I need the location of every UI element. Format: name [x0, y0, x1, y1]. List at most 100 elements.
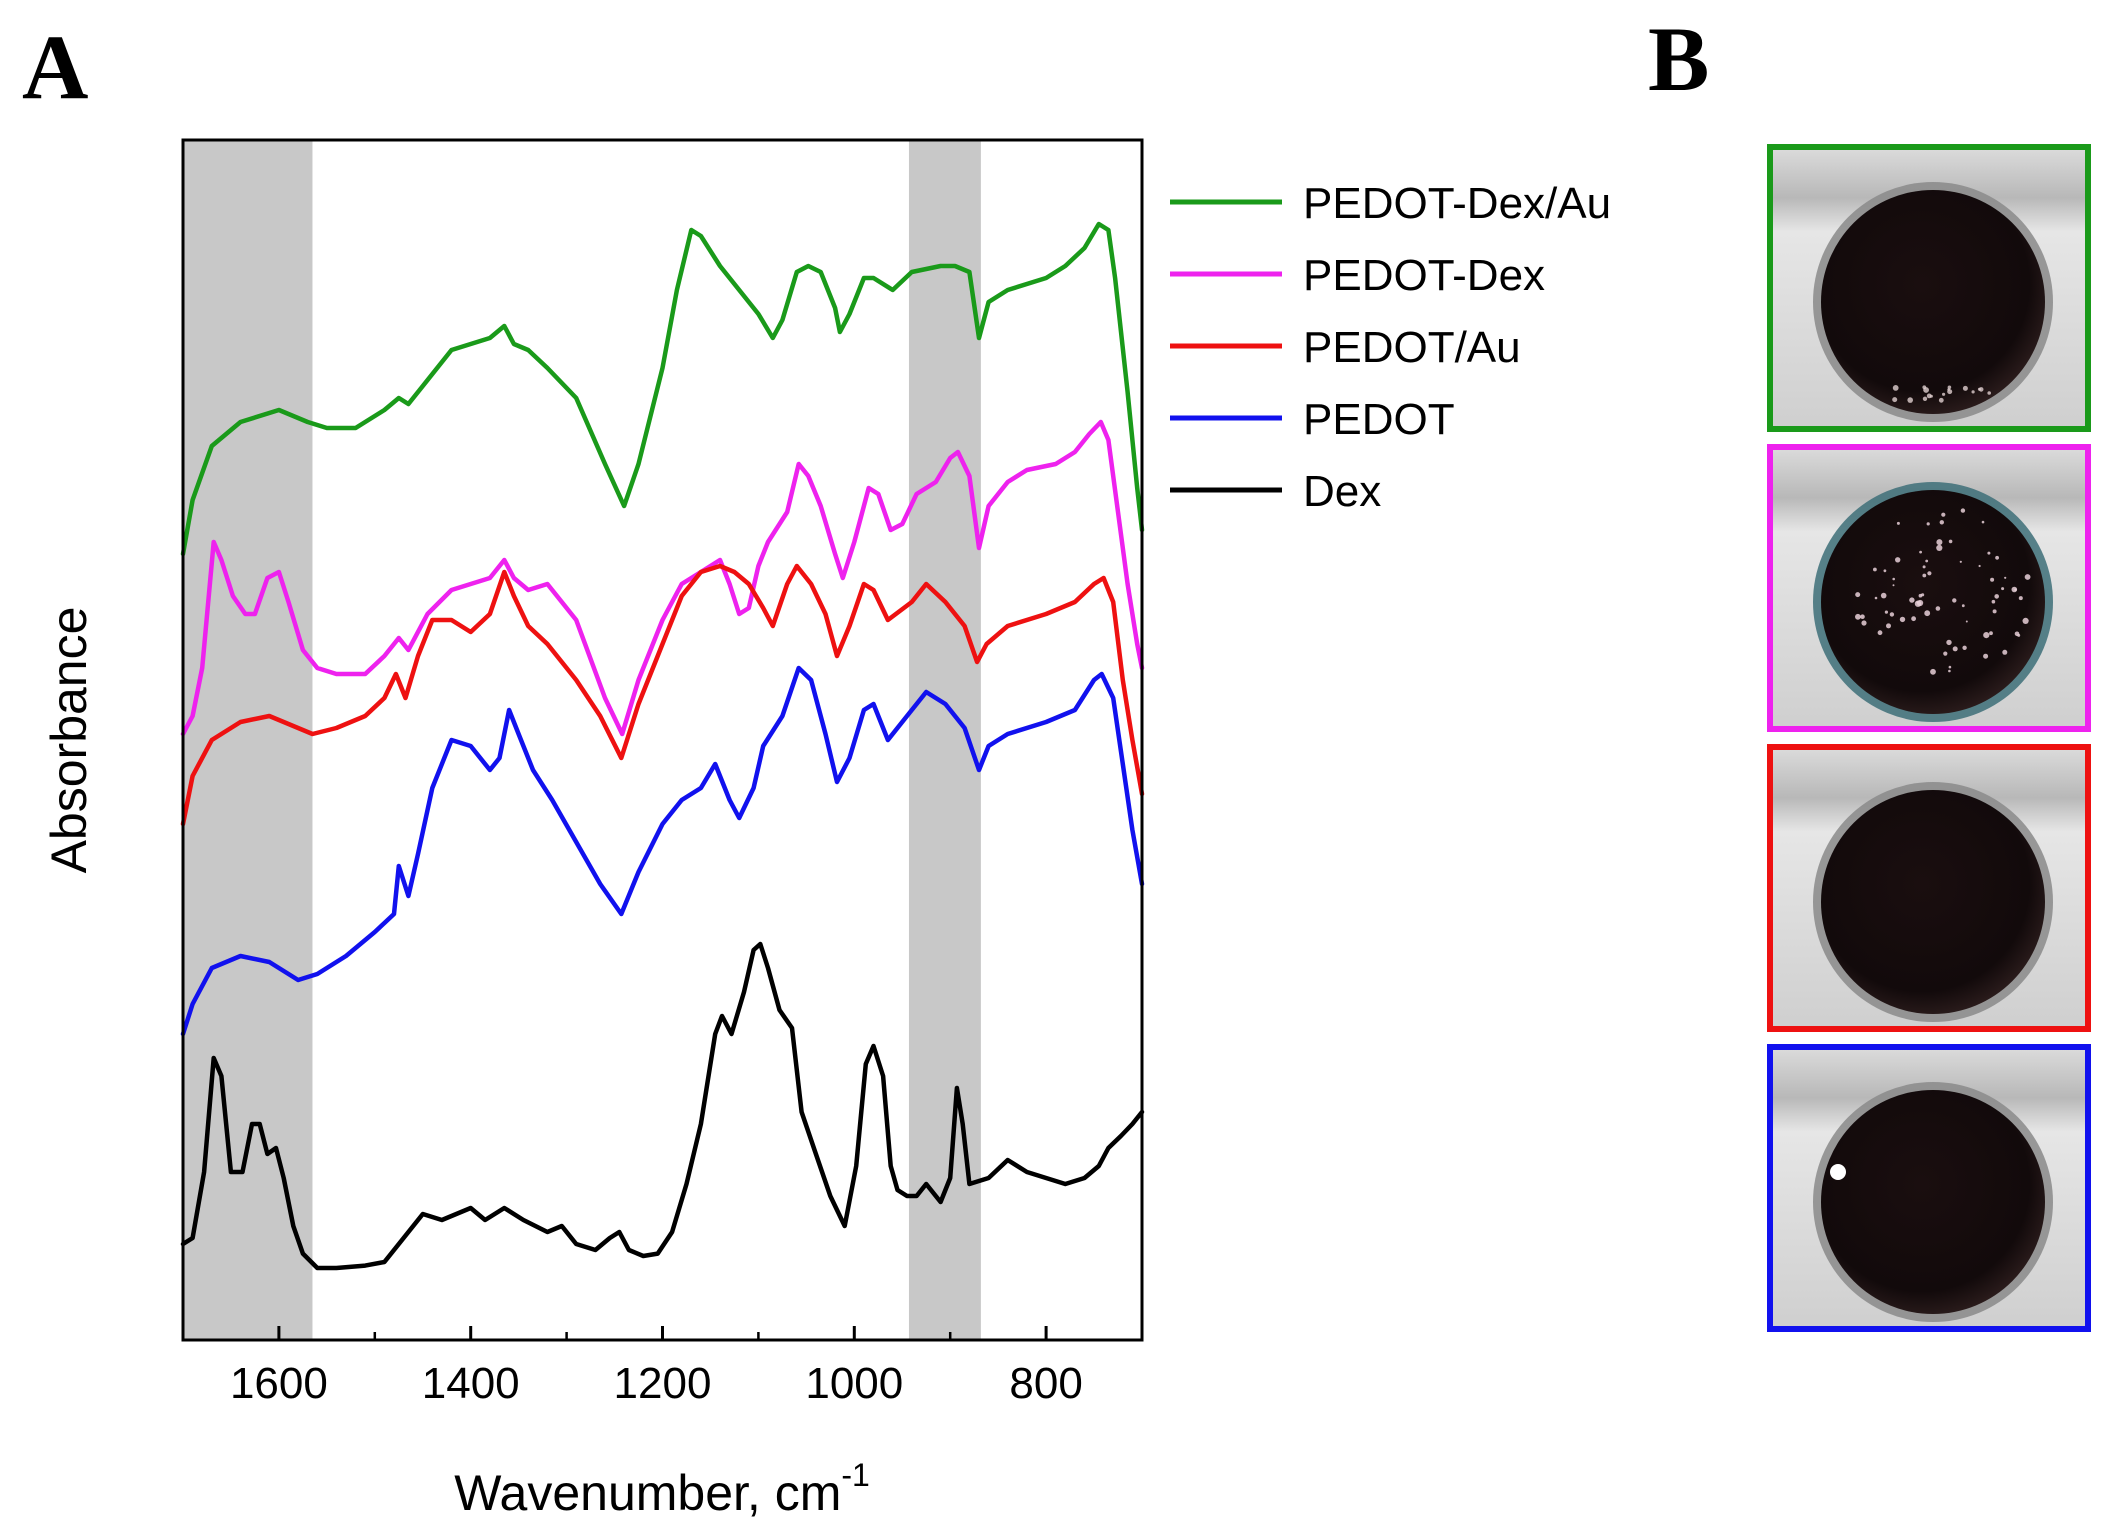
speckle	[1947, 385, 1952, 390]
legend-label-pedot: PEDOT	[1303, 395, 1455, 444]
speckle	[1892, 584, 1895, 587]
speckle	[1948, 539, 1953, 544]
series-line-pedot	[180, 665, 1145, 1037]
legend-item-pedot-dex-au: PEDOT-Dex/Au	[1170, 179, 1611, 228]
photo-pedot-dex-au	[1767, 144, 2091, 432]
speckle	[1942, 392, 1946, 396]
speckle	[1978, 564, 1981, 568]
speckle	[1946, 639, 1952, 646]
electrode-well	[1821, 790, 2045, 1014]
shaded-region-1	[183, 140, 313, 1340]
speckle	[1978, 387, 1984, 392]
chart-area: 1600 1400 1200 1000 800	[180, 138, 1145, 1408]
x-tick-label-800: 800	[1009, 1359, 1082, 1408]
speckle	[2004, 576, 2007, 579]
speckle	[1860, 614, 1865, 619]
speckle	[2001, 587, 2005, 591]
speckle	[1895, 557, 1901, 563]
speckle	[1922, 565, 1926, 569]
speckle	[1987, 551, 1991, 555]
photo-border	[1767, 144, 2091, 432]
speckle	[1861, 620, 1867, 626]
speckle	[1880, 592, 1887, 599]
speckle	[1989, 631, 1993, 636]
speckle	[2024, 574, 2031, 580]
photo-border	[1767, 1044, 2091, 1332]
speckle	[1892, 397, 1898, 403]
speckle	[1892, 577, 1895, 581]
speckle	[2014, 588, 2017, 591]
speckle	[1922, 573, 1927, 578]
speckle	[1936, 544, 1943, 552]
speckle	[1918, 593, 1923, 598]
electrode-well	[1821, 490, 2045, 714]
speckle	[1983, 653, 1989, 659]
speckle	[1938, 397, 1944, 403]
speckle	[1883, 569, 1887, 573]
series-line-pedot-dex	[180, 419, 1145, 737]
speckle	[1990, 577, 1995, 582]
speckle	[1926, 522, 1930, 526]
speckle	[1873, 567, 1877, 572]
speckle	[1922, 396, 1928, 401]
legend-item-dex: Dex	[1170, 467, 1381, 516]
speckle	[1959, 560, 1962, 563]
shaded-regions	[183, 140, 981, 1340]
glare-spot	[1830, 1164, 1846, 1180]
speckle	[1935, 606, 1941, 611]
speckle	[1907, 397, 1913, 403]
speckle	[1855, 613, 1861, 620]
series-line-pedot-dex-au	[180, 221, 1145, 557]
speckle	[1971, 390, 1975, 394]
speckle	[1922, 385, 1927, 390]
x-tick-label-1400: 1400	[422, 1359, 520, 1408]
speckle	[1981, 520, 1985, 524]
speckle	[1965, 620, 1968, 623]
x-axis-label-text: Wavenumber, cm	[454, 1465, 841, 1521]
speckle	[2002, 649, 2008, 655]
series-lines	[180, 221, 1145, 1271]
speckle	[1927, 571, 1932, 576]
speckle	[1909, 597, 1915, 603]
speckle	[1925, 559, 1929, 563]
legend-label-pedot-dex: PEDOT-Dex	[1303, 251, 1545, 300]
legend-item-pedot: PEDOT	[1170, 395, 1455, 444]
x-tick-label-1000: 1000	[805, 1359, 903, 1408]
photo-pedot-au	[1767, 744, 2091, 1032]
speckle	[2022, 617, 2029, 625]
panel-label-a: A	[22, 16, 88, 118]
speckle	[1994, 594, 1999, 599]
speckle	[1992, 609, 1997, 614]
series-line-dex	[180, 941, 1145, 1271]
speckle	[1947, 389, 1953, 395]
speckle	[1886, 623, 1891, 629]
speckle	[1952, 598, 1957, 603]
electrode-well	[1821, 1090, 2045, 1314]
speckle	[1983, 632, 1990, 639]
speckle	[1952, 646, 1958, 652]
speckle	[1926, 393, 1932, 399]
speckle	[1896, 521, 1900, 525]
speckle	[1991, 599, 1996, 604]
speckle	[1941, 512, 1946, 517]
speckle	[1939, 520, 1945, 525]
x-tick-label-1600: 1600	[230, 1359, 328, 1408]
speckle	[1889, 612, 1895, 617]
speckle	[2017, 633, 2021, 637]
speckle	[1962, 385, 1968, 391]
speckle	[1855, 592, 1861, 598]
legend-label-dex: Dex	[1303, 467, 1381, 516]
speckle	[1877, 630, 1883, 636]
speckle	[1919, 550, 1922, 554]
photo-pedot	[1767, 1044, 2091, 1332]
speckle	[2018, 596, 2023, 601]
legend-label-pedot-au: PEDOT/Au	[1303, 323, 1521, 372]
electrode-well	[1821, 190, 2045, 414]
speckle	[1948, 669, 1951, 673]
speckle	[1899, 616, 1906, 623]
speckle	[1874, 596, 1878, 600]
speckle	[1936, 539, 1943, 546]
x-axis-label-superscript: -1	[841, 1457, 869, 1493]
legend-item-pedot-au: PEDOT/Au	[1170, 323, 1521, 372]
